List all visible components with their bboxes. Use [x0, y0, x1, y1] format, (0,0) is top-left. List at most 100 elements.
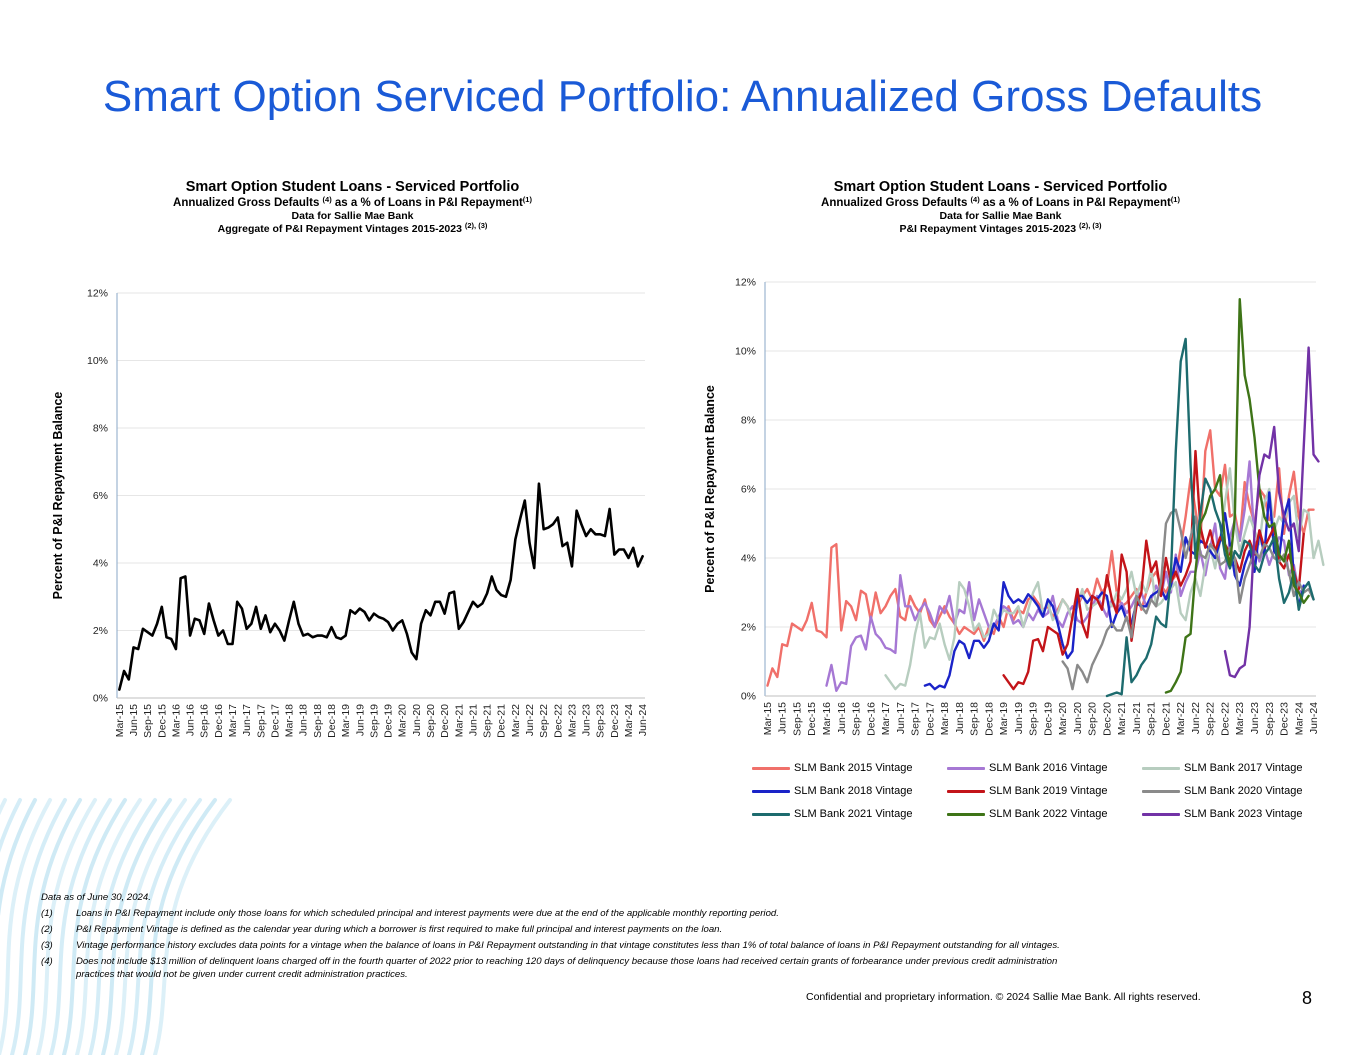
- left-chart-x-tick-label: Dec-21: [496, 704, 508, 738]
- legend-item: SLM Bank 2021 Vintage: [752, 808, 912, 820]
- legend-swatch: [752, 789, 790, 793]
- left-chart-x-tick-label: Jun-19: [354, 704, 366, 736]
- left-chart-x-tick-label: Sep-17: [255, 704, 267, 738]
- right-chart-x-tick-label: Sep-18: [969, 702, 981, 736]
- right-chart-x-tick-label: Jun-15: [777, 702, 789, 734]
- right-chart-y-tick-label: 4%: [741, 553, 756, 565]
- right-chart-x-tick-label: Mar-17: [880, 702, 892, 735]
- left-chart-y-tick-label: 0%: [93, 693, 108, 705]
- right-chart-title: Smart Option Student Loans - Serviced Po…: [833, 179, 1168, 195]
- left-chart-x-tick-label: Mar-24: [623, 704, 635, 737]
- right-chart-x-tick-label: Dec-18: [983, 702, 995, 736]
- left-chart-x-tick-label: Jun-22: [524, 704, 536, 736]
- left-chart-x-tick-label: Sep-15: [142, 704, 154, 738]
- left-chart-x-tick-label: Sep-22: [538, 704, 550, 738]
- right-chart-x-tick-label: Sep-16: [851, 702, 863, 736]
- wave-stripe: [0, 798, 37, 917]
- right-chart-x-tick-label: Mar-24: [1293, 702, 1305, 735]
- right-chart-x-tick-label: Jun-21: [1131, 702, 1143, 734]
- legend-label: SLM Bank 2021 Vintage: [794, 808, 913, 820]
- right-chart-x-tick-label: Mar-22: [1175, 702, 1187, 735]
- right-chart-y-tick-label: 6%: [741, 484, 756, 496]
- left-chart-y-tick-label: 12%: [87, 288, 108, 300]
- left-chart-x-tick-label: Sep-21: [482, 704, 494, 738]
- left-chart-scope: Aggregate of P&I Repayment Vintages 2015…: [217, 221, 488, 235]
- left-chart-x-tick-label: Mar-17: [227, 704, 239, 737]
- wave-stripe: [127, 798, 202, 1055]
- right-chart-x-tick-label: Dec-21: [1160, 702, 1172, 736]
- right-chart-x-tick-label: Mar-16: [821, 702, 833, 735]
- right-chart-x-tick-label: Mar-18: [939, 702, 951, 735]
- right-chart-x-tick-label: Mar-19: [998, 702, 1010, 735]
- right-chart-source: Data for Sallie Mae Bank: [939, 210, 1062, 222]
- right-chart-x-tick-label: Dec-20: [1101, 702, 1113, 736]
- wave-stripe: [75, 798, 142, 1055]
- right-chart-x-tick-label: Dec-23: [1279, 702, 1291, 736]
- wave-stripe: [88, 798, 157, 1055]
- page-number: 8: [1302, 988, 1313, 1008]
- legend-item: SLM Bank 2020 Vintage: [1142, 785, 1302, 797]
- right-chart-x-tick-label: Jun-18: [954, 702, 966, 734]
- right-chart-y-tick-label: 12%: [735, 277, 756, 289]
- footnote-2: (2) P&I Repayment Vintage is defined as t…: [41, 924, 723, 935]
- right-chart-x-tick-label: Jun-17: [895, 702, 907, 734]
- right-chart-x-tick-label: Dec-17: [924, 702, 936, 736]
- left-chart-x-tick-label: Mar-16: [170, 704, 182, 737]
- legend-item: SLM Bank 2019 Vintage: [947, 785, 1107, 797]
- right-chart-scope: P&I Repayment Vintages 2015-2023 (2), (3…: [899, 221, 1102, 235]
- right-chart-series-line-6: [1061, 508, 1315, 691]
- right-chart-y-tick-label: 10%: [735, 346, 756, 358]
- right-chart-x-tick-label: Jun-23: [1249, 702, 1261, 734]
- legend-item: SLM Bank 2018 Vintage: [752, 785, 912, 797]
- right-chart-series-line-1: [766, 429, 1315, 687]
- left-chart-x-tick-label: Jun-23: [581, 704, 593, 736]
- right-chart-y-tick-label: 2%: [741, 622, 756, 634]
- left-chart-x-tick-label: Mar-22: [510, 704, 522, 737]
- legend-swatch: [1142, 789, 1180, 793]
- legend-label: SLM Bank 2016 Vintage: [989, 762, 1108, 774]
- wave-decoration: [0, 798, 232, 1055]
- right-chart-x-tick-label: Jun-22: [1190, 702, 1202, 734]
- confidential-notice: Confidential and proprietary information…: [806, 991, 1201, 1003]
- legend-item: SLM Bank 2015 Vintage: [752, 762, 912, 774]
- legend-label: SLM Bank 2015 Vintage: [794, 762, 913, 774]
- footnotes: Data as of June 30, 2024. (1) Loans in P&…: [41, 890, 1281, 983]
- right-chart-x-tick-label: Mar-21: [1116, 702, 1128, 735]
- wave-stripe: [140, 798, 217, 1055]
- left-chart-source: Data for Sallie Mae Bank: [291, 210, 414, 222]
- wave-stripe: [36, 798, 97, 1055]
- left-chart-x-tick-label: Dec-17: [269, 704, 281, 738]
- right-chart-y-tick-label: 0%: [741, 691, 756, 703]
- legend-swatch: [752, 766, 790, 770]
- wave-stripe: [0, 798, 52, 1055]
- left-chart-x-tick-label: Dec-23: [609, 704, 621, 738]
- right-chart-x-tick-label: Jun-16: [836, 702, 848, 734]
- right-chart-series-line-4: [923, 491, 1305, 691]
- wave-stripe: [23, 798, 82, 1055]
- left-chart-x-tick-label: Sep-18: [312, 704, 324, 738]
- left-chart-x-tick-label: Jun-18: [298, 704, 310, 736]
- left-chart-y-tick-label: 4%: [93, 558, 108, 570]
- left-chart-y-tick-label: 2%: [93, 625, 108, 637]
- wave-stripe: [49, 798, 112, 1055]
- left-chart-y-tick-label: 10%: [87, 355, 108, 367]
- right-chart-x-tick-label: Dec-15: [806, 702, 818, 736]
- right-chart-x-tick-label: Dec-22: [1219, 702, 1231, 736]
- left-chart-x-tick-label: Sep-23: [595, 704, 607, 738]
- right-chart-series-line-7: [1105, 337, 1315, 698]
- legend-item: SLM Bank 2023 Vintage: [1142, 808, 1302, 820]
- legend-swatch: [752, 812, 790, 816]
- right-chart-header: Smart Option Student Loans - Serviced Po…: [748, 178, 1253, 236]
- wave-stripe: [0, 798, 22, 853]
- left-chart-y-tick-label: 8%: [93, 423, 108, 435]
- left-chart-x-tick-label: Jun-16: [185, 704, 197, 736]
- right-chart-series-line-2: [825, 460, 1305, 693]
- left-chart-x-tick-label: Dec-19: [383, 704, 395, 738]
- right-chart-x-tick-label: Sep-23: [1264, 702, 1276, 736]
- right-chart-x-tick-label: Mar-23: [1234, 702, 1246, 735]
- left-chart-title: Smart Option Student Loans - Serviced Po…: [185, 179, 520, 195]
- wave-stripe: [153, 798, 232, 1055]
- legend-label: SLM Bank 2017 Vintage: [1184, 762, 1303, 774]
- page-title: Smart Option Serviced Portfolio: Annuali…: [102, 72, 1263, 121]
- right-chart-series-line-9: [1223, 346, 1320, 679]
